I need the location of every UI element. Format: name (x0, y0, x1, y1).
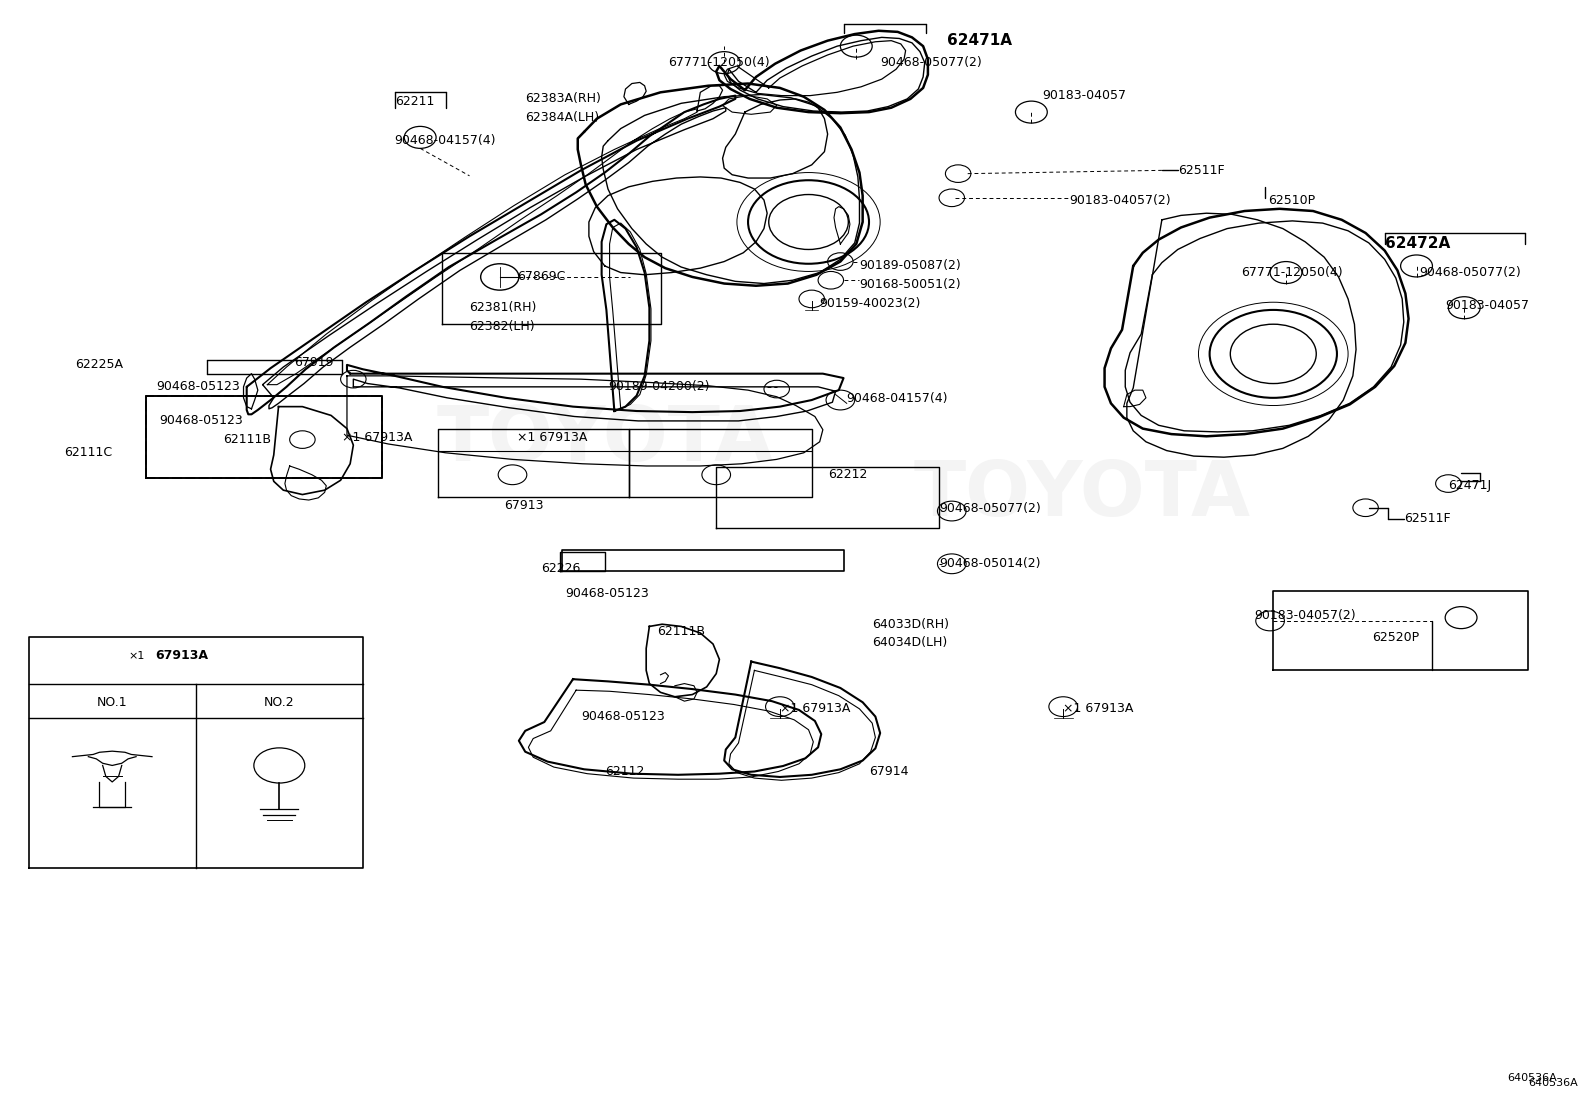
Text: NO.1: NO.1 (97, 696, 127, 709)
Text: 62472A: 62472A (1385, 236, 1450, 252)
Text: 90183-04057(2): 90183-04057(2) (1254, 609, 1356, 622)
Text: TOYOTA: TOYOTA (436, 402, 774, 477)
Text: 62382(LH): 62382(LH) (470, 320, 535, 333)
Text: ×1: ×1 (129, 651, 145, 660)
Text: 62383A(RH): 62383A(RH) (525, 92, 602, 106)
Text: 90189-05087(2): 90189-05087(2) (860, 259, 962, 273)
Text: 90468-04157(4): 90468-04157(4) (395, 134, 497, 147)
Text: 90468-05014(2): 90468-05014(2) (939, 557, 1041, 570)
Text: 90468-05123: 90468-05123 (565, 587, 650, 600)
Text: ×1 67913A: ×1 67913A (1063, 702, 1134, 715)
Text: 67913A: 67913A (156, 650, 209, 663)
Text: 62211: 62211 (395, 95, 435, 108)
Text: 90468-05077(2): 90468-05077(2) (939, 502, 1041, 515)
Text: 90183-04057(2): 90183-04057(2) (1070, 193, 1172, 207)
Text: 62111B: 62111B (657, 625, 705, 639)
Text: 90159-40023(2): 90159-40023(2) (820, 297, 922, 310)
Text: 90183-04057: 90183-04057 (1446, 299, 1530, 312)
Text: 90468-04157(4): 90468-04157(4) (847, 392, 949, 406)
Text: 67771-12050(4): 67771-12050(4) (1242, 266, 1344, 279)
Text: ×1 67913A: ×1 67913A (517, 431, 587, 444)
Text: 90168-50051(2): 90168-50051(2) (860, 278, 962, 291)
Text: 62471J: 62471J (1449, 479, 1492, 492)
Text: 67914: 67914 (869, 765, 909, 778)
Text: 67771-12050(4): 67771-12050(4) (669, 56, 771, 69)
Text: 640536A: 640536A (1508, 1073, 1557, 1083)
Text: 62212: 62212 (828, 468, 868, 481)
Text: 90189-04200(2): 90189-04200(2) (608, 380, 710, 393)
Text: 62226: 62226 (541, 562, 581, 575)
Text: TOYOTA: TOYOTA (914, 457, 1251, 532)
Text: 90468-05123: 90468-05123 (581, 710, 665, 723)
Text: ×1 67913A: ×1 67913A (342, 431, 412, 444)
Text: 67913: 67913 (505, 499, 544, 512)
Text: 64033D(RH): 64033D(RH) (872, 618, 949, 631)
Text: 67869C: 67869C (517, 270, 565, 284)
Text: 64034D(LH): 64034D(LH) (872, 636, 947, 650)
Text: 62381(RH): 62381(RH) (470, 301, 537, 314)
Text: NO.2: NO.2 (264, 696, 295, 709)
Text: 90468-05123: 90468-05123 (156, 380, 240, 393)
Text: 640536A: 640536A (1528, 1077, 1578, 1088)
Text: 90468-05077(2): 90468-05077(2) (1420, 266, 1522, 279)
Text: 67919: 67919 (295, 356, 334, 369)
Text: 62111B: 62111B (223, 433, 271, 446)
Text: 90183-04057: 90183-04057 (1043, 89, 1127, 102)
Text: 62510P: 62510P (1269, 193, 1315, 207)
Text: 62511F: 62511F (1178, 164, 1224, 177)
Text: 62384A(LH): 62384A(LH) (525, 111, 599, 124)
Text: 90468-05077(2): 90468-05077(2) (880, 56, 982, 69)
Text: ×1 67913A: ×1 67913A (780, 702, 850, 715)
Text: 62111C: 62111C (64, 446, 111, 459)
Text: 62225A: 62225A (75, 358, 123, 371)
Text: 90468-05123: 90468-05123 (159, 414, 244, 428)
Text: 62112: 62112 (605, 765, 645, 778)
Text: 62520P: 62520P (1372, 631, 1418, 644)
Text: 62511F: 62511F (1404, 512, 1450, 525)
Text: 62471A: 62471A (947, 33, 1013, 48)
